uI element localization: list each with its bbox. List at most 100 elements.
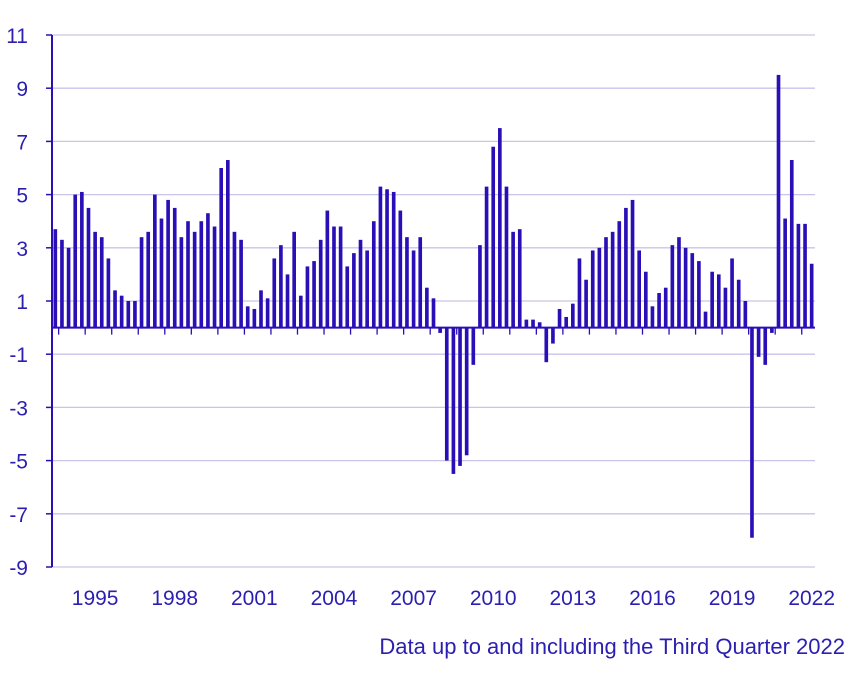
bar: [597, 247, 602, 328]
bar: [637, 250, 642, 328]
bar: [783, 218, 787, 328]
bar: [690, 253, 695, 328]
bar: [206, 213, 210, 328]
bar: [425, 287, 429, 328]
y-tick-label: 3: [16, 238, 28, 261]
bar: [789, 160, 794, 328]
y-tick-label: 9: [16, 78, 28, 101]
bar: [252, 308, 257, 328]
bar: [411, 250, 416, 328]
bar: [756, 327, 761, 357]
x-tick-label: 2022: [788, 587, 835, 610]
bar: [179, 237, 184, 328]
bar: [610, 231, 615, 328]
bar: [438, 327, 442, 333]
bar: [192, 231, 197, 328]
bar: [683, 247, 688, 328]
bar: [285, 274, 290, 328]
x-tick-label: 2001: [231, 587, 278, 610]
y-tick-label: 1: [16, 291, 28, 314]
bar: [146, 231, 151, 328]
bar: [245, 306, 250, 328]
x-tick-label: 1995: [72, 587, 119, 610]
bar: [663, 287, 668, 328]
bar: [60, 239, 64, 328]
bar: [405, 237, 409, 328]
bar: [716, 274, 721, 328]
bar: [531, 319, 535, 328]
x-tick-label: 2016: [629, 587, 676, 610]
bar: [657, 293, 661, 328]
bar: [484, 186, 489, 328]
bar: [73, 194, 78, 328]
bar: [159, 218, 164, 328]
y-tick-label: -3: [9, 397, 28, 420]
y-axis-labels: -9 -7 -5 -3 -1 1 3 5 7 9 11: [6, 25, 28, 580]
y-tick-label: -1: [9, 344, 28, 367]
bar: [298, 295, 303, 328]
bar: [153, 194, 157, 328]
bar: [338, 226, 343, 328]
bar: [139, 237, 144, 328]
bar: [272, 258, 277, 328]
axes: [46, 34, 815, 568]
bar: [564, 316, 569, 328]
bar: [378, 186, 383, 328]
bar: [670, 245, 675, 328]
x-tick-label: 2004: [311, 587, 358, 610]
x-tick-label: 1998: [151, 587, 198, 610]
bar: [809, 263, 814, 328]
footnote: Data up to and including the Third Quart…: [379, 634, 845, 659]
bar: [710, 271, 714, 328]
bar: [86, 207, 91, 328]
bar: [604, 237, 608, 328]
bar: [80, 191, 84, 328]
bar: [332, 226, 336, 328]
bar: [305, 266, 310, 328]
bar: [312, 261, 316, 328]
bar: [590, 250, 595, 328]
x-tick-label: 2013: [549, 587, 596, 610]
bar: [133, 301, 137, 328]
bar: [511, 231, 515, 328]
bar: [703, 311, 708, 328]
bar: [398, 210, 403, 328]
bars-group: [53, 74, 814, 538]
bar: [584, 279, 588, 328]
bar: [239, 239, 243, 328]
bar: [650, 306, 655, 328]
bar: [371, 221, 376, 328]
bar: [352, 253, 356, 328]
bar: [431, 298, 436, 328]
bar: [736, 279, 741, 328]
bar: [212, 226, 217, 328]
bar: [803, 223, 807, 328]
bar: [451, 327, 456, 474]
bar: [172, 207, 177, 328]
bar: [66, 247, 71, 328]
bar: [279, 245, 283, 328]
bar: [537, 322, 542, 328]
bar: [544, 327, 549, 363]
bar: [219, 168, 224, 328]
y-tick-label: 7: [16, 131, 28, 154]
bar: [551, 327, 555, 344]
bar: [93, 231, 97, 328]
bar: [265, 298, 270, 328]
bar: [458, 327, 462, 466]
bar: [677, 237, 681, 328]
bar: [643, 271, 648, 328]
bar: [292, 231, 296, 328]
bar: [385, 189, 389, 328]
bar: [491, 146, 496, 328]
bar: [517, 229, 522, 328]
bar: [730, 258, 734, 328]
bar: [504, 186, 509, 328]
bar: [259, 290, 263, 328]
bar: [577, 258, 582, 328]
y-tick-label: 11: [6, 25, 28, 48]
bar: [743, 301, 748, 328]
bar: [471, 327, 476, 365]
